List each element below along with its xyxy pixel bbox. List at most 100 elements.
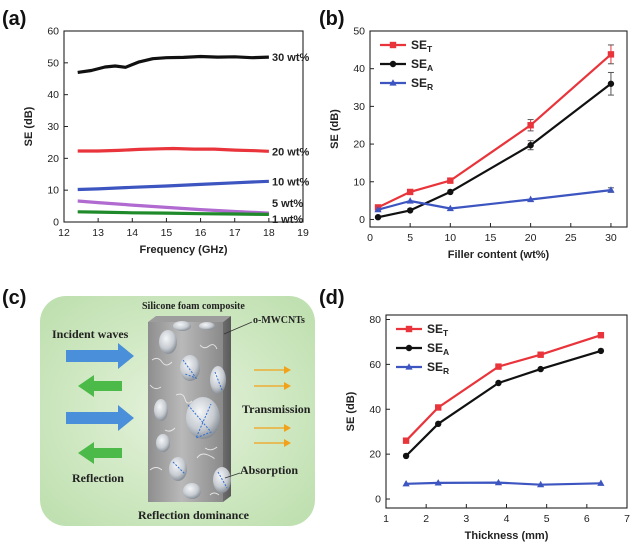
y-tick-label: 50 (47, 57, 59, 69)
absorption-label: Absorption (240, 463, 298, 477)
pore (159, 330, 177, 354)
marker-circle (435, 420, 442, 428)
marker-triangle (494, 478, 503, 486)
marker-square (607, 51, 615, 58)
foam-block (148, 316, 231, 502)
series-label: 20 wt% (272, 146, 310, 158)
pore (180, 355, 200, 381)
legend-label-se-a: SE (411, 57, 427, 71)
x-tick-label: 17 (229, 227, 241, 239)
marker-circle (537, 365, 544, 373)
panel-label-c: (c) (2, 287, 26, 309)
x-axis-label: Frequency (GHz) (139, 244, 227, 256)
legend-subscript: T (443, 328, 449, 338)
y-tick-label: 20 (47, 153, 59, 165)
diagram-c-shielding-mechanism: Silicone foam composite (40, 296, 315, 526)
diagram-title: Silicone foam composite (142, 301, 245, 312)
incident-label: Incident waves (52, 327, 129, 341)
legend-subscript: R (443, 366, 449, 376)
marker-triangle (406, 197, 414, 204)
x-tick-label: 15 (485, 232, 497, 244)
x-tick-label: 30 (605, 232, 617, 244)
marker-triangle (434, 479, 442, 486)
chart-b-se-vs-filler-content: 0 5 10 15 20 25 30 0 10 20 30 40 50 Filler content (w… (329, 26, 628, 261)
y-tick-label: 40 (353, 63, 365, 75)
marker-square (537, 351, 544, 358)
reflection-arrow (78, 375, 122, 397)
y-tick-label: 20 (353, 139, 365, 151)
filler-label: o-MWCNTs (253, 315, 305, 326)
marker-triangle (527, 195, 535, 203)
plot-frame (63, 30, 304, 223)
y-tick-label: 80 (369, 314, 381, 326)
y-tick-label: 0 (375, 494, 381, 506)
series-line (77, 179, 269, 192)
marker-square (495, 363, 502, 370)
y-tick-label: 40 (47, 89, 59, 101)
y-axis-label: SE (dB) (345, 391, 357, 431)
pore (199, 322, 215, 330)
legend-label-se-r: SE (411, 76, 427, 90)
marker-square (405, 325, 413, 333)
y-axis-label: SE (dB) (23, 106, 35, 146)
pore (169, 457, 187, 481)
marker-square (435, 404, 442, 411)
legend-subscript: T (427, 44, 433, 54)
marker-circle (374, 214, 382, 221)
series-label: 10 wt% (272, 176, 310, 188)
x-tick-label: 0 (367, 232, 373, 244)
series-label: 5 wt% (272, 198, 303, 210)
legend-subscript: A (427, 63, 433, 73)
y-tick-label: 30 (47, 121, 59, 133)
marker-circle (402, 452, 410, 460)
x-tick-label: 10 (444, 232, 456, 244)
pore (186, 397, 220, 439)
legend-label-se-r: SE (427, 360, 443, 374)
series-line (77, 199, 269, 215)
marker-circle (527, 142, 534, 149)
legend-subscript: R (427, 82, 433, 92)
x-tick-label: 14 (126, 227, 138, 239)
x-axis-label: Thickness (mm) (465, 530, 549, 542)
series-label: 30 wt% (272, 52, 310, 64)
legend-label-se-t: SE (427, 322, 443, 336)
x-tick-label: 19 (297, 227, 309, 239)
y-tick-label: 20 (369, 449, 381, 461)
reflection-arrow (78, 442, 122, 464)
y-tick-label: 30 (353, 101, 365, 113)
legend-label-se-t: SE (411, 38, 427, 52)
x-axis-label: Filler content (wt%) (448, 249, 550, 261)
y-tick-label: 60 (47, 26, 59, 38)
marker-circle (405, 344, 413, 352)
marker-circle (447, 188, 454, 196)
absorption-leader-line (224, 472, 241, 479)
series-line (77, 210, 269, 216)
pore (156, 434, 170, 452)
y-tick-label: 0 (53, 217, 59, 229)
y-tick-label: 60 (369, 359, 381, 371)
marker-triangle (537, 480, 545, 488)
marker-triangle (405, 363, 413, 370)
x-tick-label: 15 (161, 227, 173, 239)
plot-frame (385, 314, 628, 509)
marker-triangle (389, 79, 397, 86)
pore (154, 399, 168, 421)
x-tick-label: 2 (423, 513, 429, 525)
marker-circle (495, 379, 502, 387)
y-axis-label: SE (dB) (329, 109, 341, 149)
x-tick-label: 12 (58, 227, 70, 239)
filler-leader-line (223, 321, 253, 335)
y-tick-label: 10 (47, 185, 59, 197)
y-tick-label: 10 (353, 176, 365, 188)
x-tick-label: 6 (584, 513, 590, 525)
panel-label-d: (d) (319, 287, 345, 309)
x-tick-label: 4 (504, 513, 510, 525)
transmission-arrows (254, 366, 291, 447)
marker-square (527, 122, 534, 129)
y-tick-label: 40 (369, 404, 381, 416)
x-tick-label: 1 (383, 513, 389, 525)
marker-triangle (446, 204, 454, 212)
chart-a-se-vs-frequency: 12 13 14 15 16 17 18 19 0 10 20 30 40 50 60 Frequency (… (23, 26, 310, 257)
